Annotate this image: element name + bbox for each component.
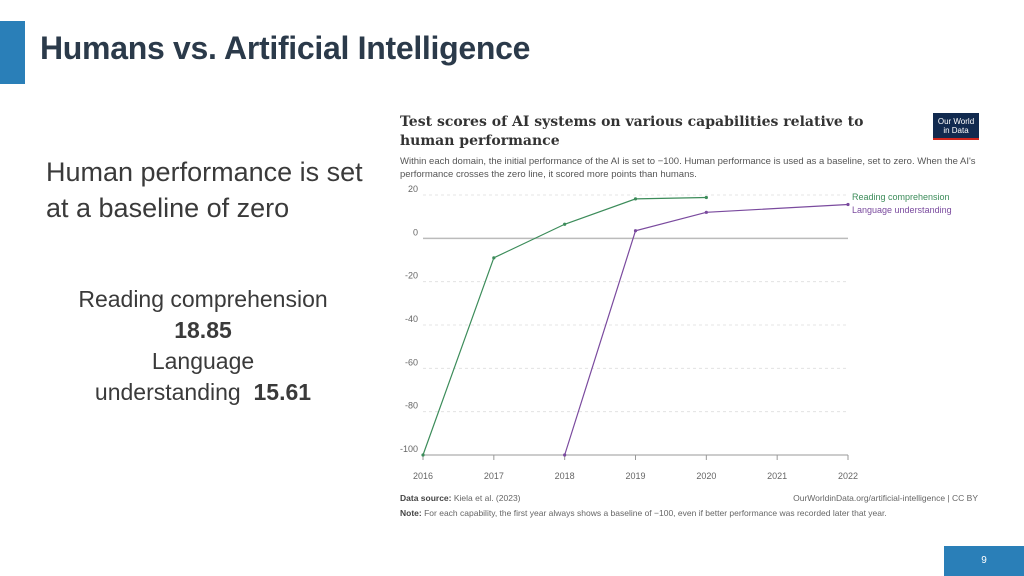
y-tick-label-1: 0 <box>413 227 418 237</box>
reading-value: 18.85 <box>174 317 232 343</box>
x-tick-label-6: 2022 <box>838 471 858 481</box>
x-tick-label-4: 2020 <box>696 471 716 481</box>
slide-title: Humans vs. Artificial Intelligence <box>40 30 531 66</box>
series-0-point-1 <box>492 256 496 260</box>
series-0-point-2 <box>563 222 567 226</box>
series-1-point-1 <box>633 229 638 233</box>
series-0-point-4 <box>704 195 708 200</box>
series-0-point-3 <box>633 197 638 201</box>
page-number: 9 <box>944 546 1024 576</box>
y-tick-label-3: -40 <box>405 314 418 324</box>
chart-subtitle: Within each domain, the initial performa… <box>400 156 976 180</box>
legend-label-0: Reading comprehension <box>852 192 950 202</box>
source-label: Data source: <box>400 493 452 503</box>
note-text: For each capability, the first year alwa… <box>424 508 887 518</box>
y-tick-label-6: -100 <box>400 444 418 454</box>
logo-line-2: in Data <box>943 126 969 135</box>
series-line-0 <box>422 196 707 456</box>
y-tick-label-4: -60 <box>405 357 418 367</box>
language-label: Language <box>151 348 255 374</box>
note-label: Note: <box>400 508 422 518</box>
series-0-point-0 <box>421 453 425 457</box>
data-source: Data source: Kiela et al. (2023) <box>400 493 521 503</box>
series-1-point-0 <box>563 453 567 457</box>
legend-label-1: Language understanding <box>852 205 952 215</box>
y-tick-label-2: -20 <box>405 271 418 281</box>
series-line-1 <box>564 203 849 456</box>
baseline-text: Human performance is set at a baseline o… <box>46 157 363 223</box>
language-line: understanding 15.61 <box>33 377 373 408</box>
x-tick-label-5: 2021 <box>767 471 787 481</box>
owid-logo[interactable]: Our World in Data <box>933 113 979 140</box>
x-tick-label-3: 2019 <box>625 471 645 481</box>
language-label-2: understanding <box>94 379 241 405</box>
y-tick-label-0: 20 <box>408 184 418 194</box>
title-accent-bar <box>0 21 25 84</box>
stats-block: Reading comprehension 18.85 Language und… <box>33 284 373 408</box>
language-value: 15.61 <box>253 379 312 405</box>
chart-title: Test scores of AI systems on various cap… <box>400 114 864 149</box>
y-tick-label-5: -80 <box>405 401 418 411</box>
source-url-link[interactable]: OurWorldinData.org/artificial-intelligen… <box>793 493 978 503</box>
reading-label: Reading comprehension <box>78 286 328 312</box>
chart-note: Note: For each capability, the first yea… <box>400 508 887 518</box>
series-1-point-2 <box>704 210 708 214</box>
logo-line-1: Our World <box>937 117 975 126</box>
x-tick-label-0: 2016 <box>413 471 433 481</box>
x-tick-label-2: 2018 <box>555 471 575 481</box>
source-text: Kiela et al. (2023) <box>453 493 521 503</box>
series-1-point-3 <box>846 202 850 207</box>
x-tick-label-1: 2017 <box>484 471 504 481</box>
